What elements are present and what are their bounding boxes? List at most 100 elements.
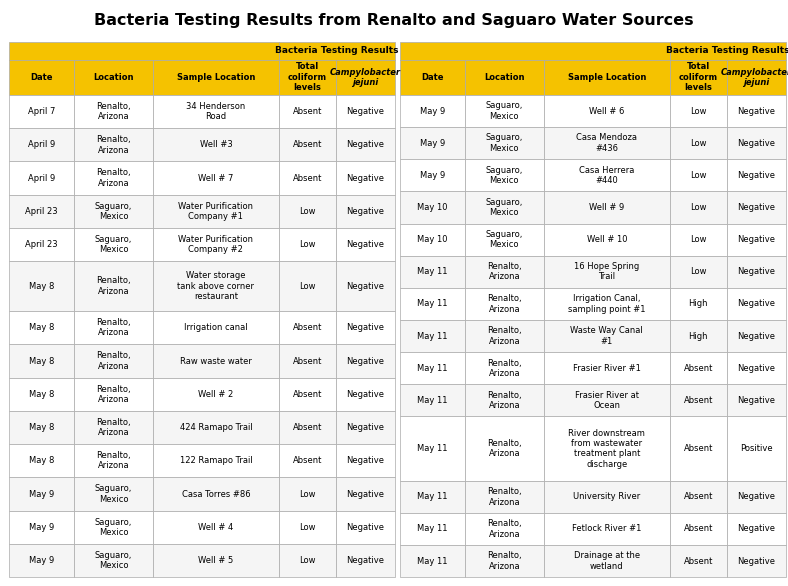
Bar	[336, 377, 395, 411]
Text: Negative: Negative	[346, 489, 385, 499]
Text: Absent: Absent	[683, 444, 713, 453]
Bar	[544, 513, 670, 545]
Bar	[727, 127, 786, 159]
Bar	[670, 352, 727, 384]
Text: Negative: Negative	[346, 173, 385, 183]
Text: Well # 5: Well # 5	[199, 556, 233, 565]
Bar	[727, 255, 786, 288]
Text: May 8: May 8	[29, 282, 54, 291]
Bar	[670, 127, 727, 159]
Text: Saguaro,
Mexico: Saguaro, Mexico	[95, 551, 132, 570]
Bar	[153, 411, 279, 444]
Bar	[9, 95, 74, 128]
Bar	[74, 162, 153, 195]
Text: Bacteria Testing Results: Bacteria Testing Results	[666, 46, 788, 56]
Text: Casa Herrera
#440: Casa Herrera #440	[579, 166, 634, 185]
Bar	[153, 60, 279, 95]
Text: May 11: May 11	[418, 299, 448, 308]
Text: Absent: Absent	[292, 356, 322, 366]
Text: Renalto,
Arizona: Renalto, Arizona	[96, 384, 131, 404]
Bar	[465, 545, 544, 577]
Bar	[336, 444, 395, 478]
Bar	[465, 352, 544, 384]
Text: Frasier River #1: Frasier River #1	[573, 364, 641, 373]
Bar	[400, 384, 465, 417]
Text: Location: Location	[93, 73, 134, 82]
Text: 34 Henderson
Road: 34 Henderson Road	[186, 102, 246, 121]
Text: May 11: May 11	[418, 524, 448, 533]
Text: Negative: Negative	[737, 492, 775, 502]
Bar	[153, 162, 279, 195]
Text: May 11: May 11	[418, 364, 448, 373]
Bar	[279, 510, 336, 544]
Text: May 10: May 10	[418, 235, 448, 244]
Text: Casa Mendoza
#436: Casa Mendoza #436	[576, 134, 637, 153]
Bar	[727, 288, 786, 320]
Text: Irrigation Canal,
sampling point #1: Irrigation Canal, sampling point #1	[568, 294, 645, 314]
Text: Absent: Absent	[683, 396, 713, 405]
Bar	[74, 95, 153, 128]
Bar	[74, 544, 153, 577]
Text: River downstream
from wastewater
treatment plant
discharge: River downstream from wastewater treatme…	[568, 428, 645, 469]
Text: Negative: Negative	[737, 107, 775, 115]
Text: May 8: May 8	[29, 323, 54, 332]
Bar	[279, 128, 336, 162]
Text: 122 Ramapo Trail: 122 Ramapo Trail	[180, 456, 252, 465]
Text: Location: Location	[484, 73, 525, 82]
Text: Sample Location: Sample Location	[567, 73, 646, 82]
Text: May 8: May 8	[29, 456, 54, 465]
Text: Water Purification
Company #1: Water Purification Company #1	[178, 202, 254, 221]
Bar	[9, 444, 74, 478]
Bar	[279, 261, 336, 311]
Bar	[9, 195, 74, 228]
Text: Raw waste water: Raw waste water	[180, 356, 252, 366]
Bar	[279, 411, 336, 444]
Bar	[9, 311, 74, 345]
Bar	[670, 320, 727, 352]
Text: Bacteria Testing Results from Renalto and Saguaro Water Sources: Bacteria Testing Results from Renalto an…	[95, 13, 693, 28]
Text: Positive: Positive	[740, 444, 772, 453]
Text: May 10: May 10	[418, 203, 448, 212]
Text: May 9: May 9	[29, 523, 54, 532]
Text: Negative: Negative	[346, 240, 385, 249]
Text: Negative: Negative	[346, 423, 385, 432]
Text: Negative: Negative	[346, 107, 385, 116]
Text: Absent: Absent	[683, 524, 713, 533]
Text: Low: Low	[690, 235, 706, 244]
Bar	[400, 95, 465, 127]
Bar	[544, 95, 670, 127]
Text: Renalto,
Arizona: Renalto, Arizona	[96, 451, 131, 471]
Bar	[279, 162, 336, 195]
Bar	[727, 513, 786, 545]
Bar	[336, 510, 395, 544]
Text: Renalto,
Arizona: Renalto, Arizona	[96, 135, 131, 155]
Bar	[544, 255, 670, 288]
Bar	[279, 478, 336, 510]
Text: University River: University River	[573, 492, 641, 502]
Text: 424 Ramapo Trail: 424 Ramapo Trail	[180, 423, 252, 432]
Text: Negative: Negative	[346, 390, 385, 399]
Bar	[727, 417, 786, 481]
Text: Saguaro,
Mexico: Saguaro, Mexico	[485, 134, 523, 153]
Bar	[9, 411, 74, 444]
Text: Well # 6: Well # 6	[589, 107, 624, 115]
Bar	[9, 544, 74, 577]
Text: Low: Low	[299, 556, 315, 565]
Bar	[544, 192, 670, 223]
Text: Saguaro,
Mexico: Saguaro, Mexico	[95, 235, 132, 254]
Bar	[153, 478, 279, 510]
Text: Low: Low	[299, 240, 315, 249]
Bar	[9, 345, 74, 377]
Bar	[400, 223, 465, 255]
Bar	[465, 159, 544, 192]
Text: Negative: Negative	[346, 140, 385, 149]
Text: Renalto,
Arizona: Renalto, Arizona	[487, 519, 522, 539]
Bar	[74, 510, 153, 544]
Text: Negative: Negative	[737, 557, 775, 565]
Bar	[400, 513, 465, 545]
Bar	[9, 377, 74, 411]
Bar	[670, 60, 727, 95]
Text: Saguaro,
Mexico: Saguaro, Mexico	[485, 197, 523, 217]
Text: May 11: May 11	[418, 557, 448, 565]
Text: Negative: Negative	[737, 364, 775, 373]
